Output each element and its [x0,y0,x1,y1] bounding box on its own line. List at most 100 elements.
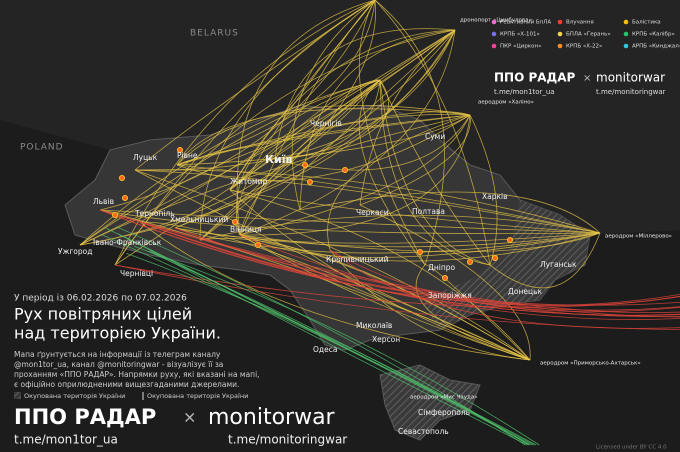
trajectory [424,264,531,361]
trajectory [149,250,528,446]
trajectory [176,114,471,166]
hit [466,258,473,265]
legend-swatch [623,43,629,49]
trajectory [359,114,471,206]
info-block: У період із 06.02.2026 по 07.02.2026 Рух… [14,294,260,400]
trajectory [239,114,471,236]
city: Хмельницький [170,215,228,224]
trajectory [239,234,531,361]
trajectory [239,29,456,236]
description: @mon1tor_ua, канал @monitoringwar - візу… [14,360,223,369]
city: Сімферополь [418,408,470,417]
trajectory [199,237,531,361]
period: У період із 06.02.2026 по 07.02.2026 [14,294,187,304]
trajectory [199,0,377,241]
city: Рівне [177,151,198,160]
city: Донецьк [508,287,542,296]
branding-bottom: ППО РАДАР × monitorwar t.me/mon1tor_ua t… [14,405,347,447]
city: Чернігів [310,119,342,128]
legend-label: КРПБ «Х-101» [500,32,540,38]
city: Черкаси [356,208,389,217]
city: Чернівці [120,269,153,278]
airfield-labels: дронопорт «Цимбулова» аеродром «Халіно» … [410,18,672,401]
trajectory [139,221,531,361]
description: проханням «ППО РАДАР». Напрямки руху, як… [14,370,260,379]
brand-link: t.me/mon1tor_ua [494,88,555,96]
branding-top: ППО РАДАР × monitorwar t.me/mon1tor_ua t… [494,71,666,97]
city: Миколаїв [356,321,392,330]
trajectory [379,79,491,266]
trajectory [274,28,456,161]
airfield: аеродром «Мис Чауда» [410,395,478,401]
trajectory [134,169,601,234]
hit [416,248,423,255]
trajectory [229,189,531,361]
trajectory [199,0,376,241]
trajectory [199,79,381,241]
legend-swatch [557,19,563,25]
legend-label: КРПБ «Калібр» [632,32,675,38]
description: є офіційно оприлюдненими вищезгаданими д… [14,380,239,389]
hit [119,174,126,181]
trajectory [99,209,680,316]
city: Львів [93,197,114,206]
trajectory [239,114,471,236]
trajectory [134,169,531,361]
legend-swatch [491,19,497,25]
trajectory [174,29,456,229]
trajectory [299,191,601,234]
brand-link: t.me/monitoringwar [596,88,666,96]
legend-swatch [491,43,497,49]
trajectory [100,233,537,446]
hit-markers [112,146,513,281]
city: Луцьк [133,153,158,162]
city: Ужгород [58,247,92,256]
brand-name: ППО РАДАР [14,405,156,429]
trajectory [239,234,680,318]
legend: Реактивний БпЛА Влучання Балістика КРПБ «Х-… [491,19,680,50]
trajectory [239,234,531,361]
trajectory [99,209,680,318]
legend-swatch [491,31,497,37]
city: Запоріжжя [428,291,472,300]
airfield: аеродром «Халіно» [478,100,534,106]
info-title: Рух повітряних цілей [14,305,192,324]
hatch-swatch [14,392,21,399]
trajectory [489,232,601,289]
country-label: POLAND [20,143,64,153]
city: Суми [425,132,445,141]
trajectory [133,245,540,446]
trajectory [359,29,456,206]
trajectory [291,0,376,211]
trajectory [139,221,531,361]
hit [441,274,448,281]
trajectory [329,249,680,329]
trajectory [329,249,680,313]
trajectory [359,204,531,361]
hit [254,241,261,248]
trajectory [79,79,381,246]
trajectory [126,252,530,446]
hit [176,146,183,153]
legend-swatch [623,19,629,25]
legend-label: БПЛА «Герань» [566,32,611,38]
brand-separator: × [183,408,196,427]
trajectory [239,232,601,253]
city: Харків [482,192,508,201]
legend-swatch [623,31,629,37]
city: Севастополь [398,427,449,436]
city: Херсон [372,335,400,344]
trajectory [299,29,456,211]
hit [122,194,129,201]
crimea [379,364,481,441]
trajectory [236,79,381,236]
brand-partner: monitorwar [208,405,336,430]
city: Одеса [313,345,337,354]
trajectory [176,108,471,166]
city: Кропивницький [326,255,389,264]
legend-swatch [557,43,563,49]
trajectory [374,0,491,266]
trajectory [199,214,601,241]
city: Київ [265,153,292,166]
legend-label: ПКР «Циркон» [500,44,541,50]
